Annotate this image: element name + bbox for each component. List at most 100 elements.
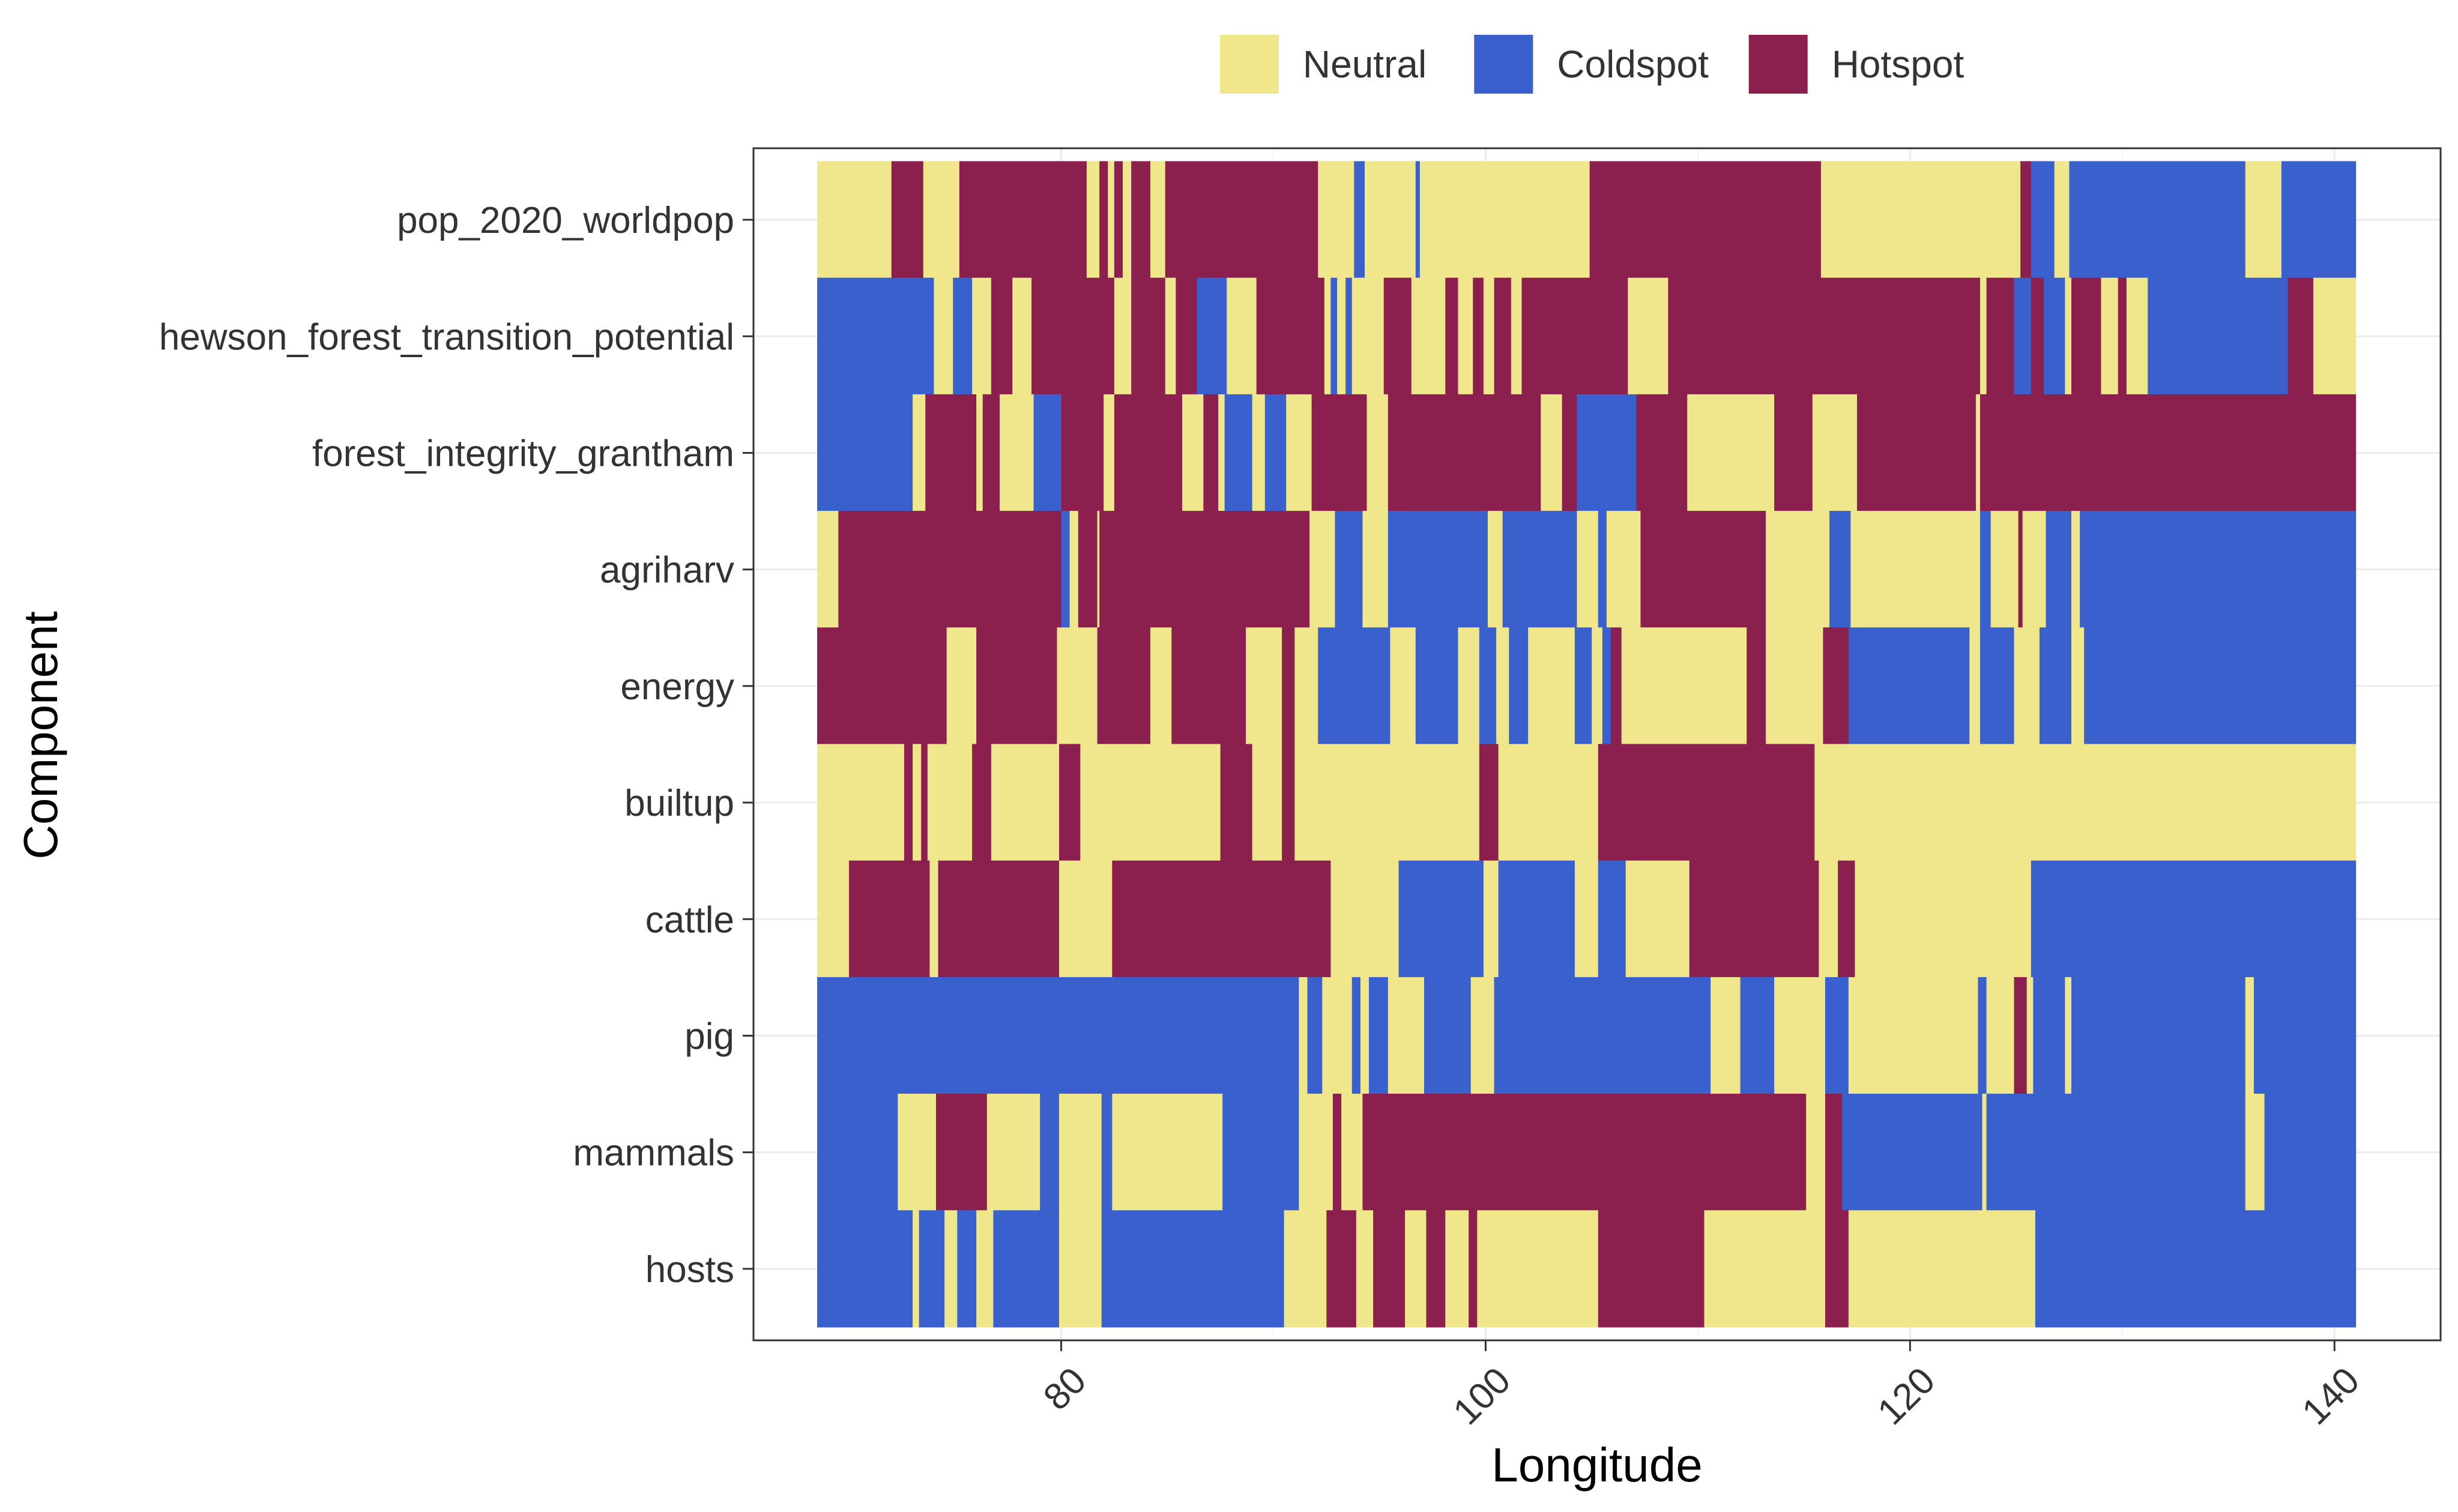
tile <box>904 744 913 861</box>
tile <box>1820 161 2021 279</box>
tile <box>2264 1094 2357 1211</box>
tile <box>1256 277 1325 395</box>
tile <box>817 860 850 978</box>
tile <box>1165 161 1318 279</box>
tile <box>957 1210 977 1328</box>
tile <box>1598 860 1626 978</box>
tile <box>2287 277 2314 395</box>
tile <box>1814 744 2357 861</box>
tile <box>1469 1210 1478 1328</box>
tile <box>1309 511 1336 628</box>
y-tick-label: pop_2020_worldpop <box>397 200 734 241</box>
tile <box>1388 394 1541 512</box>
legend-label-coldspot: Coldspot <box>1557 43 1709 86</box>
y-axis-title: Component <box>14 611 67 860</box>
legend-label-hotspot: Hotspot <box>1832 43 1964 86</box>
tile <box>1982 1094 1987 1211</box>
tile <box>817 394 913 512</box>
tile <box>2033 977 2065 1095</box>
tile <box>1131 277 1166 395</box>
y-tick-label: cattle <box>645 899 734 941</box>
tile <box>2022 511 2047 628</box>
tile <box>1311 394 1368 512</box>
tile <box>927 744 973 861</box>
tile <box>1058 744 1081 861</box>
tile <box>1825 1210 1849 1328</box>
panel-border <box>752 147 2442 1342</box>
tile <box>1362 511 1389 628</box>
tile <box>1978 977 1987 1095</box>
tile <box>1511 277 1523 395</box>
tile <box>1494 977 1711 1095</box>
tile <box>2148 277 2289 395</box>
tile <box>1086 161 1100 279</box>
tile <box>1473 277 1484 395</box>
tile <box>1218 394 1225 512</box>
tile <box>1483 277 1495 395</box>
tile <box>1150 627 1172 745</box>
tile <box>1592 627 1603 745</box>
tile <box>1445 277 1459 395</box>
tile <box>1383 277 1412 395</box>
tile <box>1299 1094 1333 1211</box>
tile <box>1766 511 1830 628</box>
tile <box>1318 161 1354 279</box>
tile <box>1747 627 1766 745</box>
tile <box>2253 977 2357 1095</box>
tile <box>1058 1094 1102 1211</box>
tile <box>817 1210 913 1328</box>
tile <box>1774 394 1813 512</box>
tile <box>1470 977 1495 1095</box>
tile <box>1284 1210 1327 1328</box>
tile <box>1445 1210 1469 1328</box>
tile <box>898 1094 937 1211</box>
tile <box>2118 277 2127 395</box>
tile <box>1114 161 1123 279</box>
tile <box>938 860 1060 978</box>
tile <box>1354 161 1365 279</box>
tile <box>1602 627 1611 745</box>
x-axis-title: Longitude <box>1491 1438 1702 1492</box>
tile <box>1360 977 1369 1095</box>
tile <box>2101 277 2119 395</box>
tile <box>817 977 1299 1095</box>
tile <box>2014 627 2040 745</box>
tile <box>1058 860 1113 978</box>
tile <box>1704 1210 1826 1328</box>
tile <box>1426 1210 1446 1328</box>
tile <box>2281 161 2357 279</box>
tile <box>1282 744 1295 861</box>
tile <box>1337 277 1346 395</box>
tile <box>1101 1094 1113 1211</box>
tile <box>1099 511 1310 628</box>
tile <box>1502 511 1578 628</box>
tile <box>1369 977 1389 1095</box>
tile <box>1598 744 1815 861</box>
tile <box>1390 627 1416 745</box>
tile <box>1979 627 2015 745</box>
tile <box>1108 161 1115 279</box>
tile <box>1351 977 1361 1095</box>
tile <box>2014 977 2028 1095</box>
tile <box>1227 277 1257 395</box>
tile <box>1341 1094 1363 1211</box>
tile <box>1521 277 1628 395</box>
tile <box>1855 860 2032 978</box>
tile <box>1112 1094 1223 1211</box>
tile <box>2031 860 2357 978</box>
tile <box>2069 161 2246 279</box>
tile <box>1479 744 1499 861</box>
tile <box>982 394 1000 512</box>
tile <box>1040 1094 1060 1211</box>
tile <box>1975 394 1981 512</box>
tile <box>1477 1210 1599 1328</box>
tile <box>1099 161 1108 279</box>
y-axis: pop_2020_worldpop hewson_forest_transitio… <box>159 200 753 1291</box>
tile <box>1424 977 1472 1095</box>
tile <box>1577 511 1599 628</box>
tile <box>2313 277 2357 395</box>
tile <box>1562 394 1578 512</box>
tile <box>2018 511 2023 628</box>
tile <box>1856 394 1976 512</box>
y-tick-label: hosts <box>645 1249 734 1291</box>
